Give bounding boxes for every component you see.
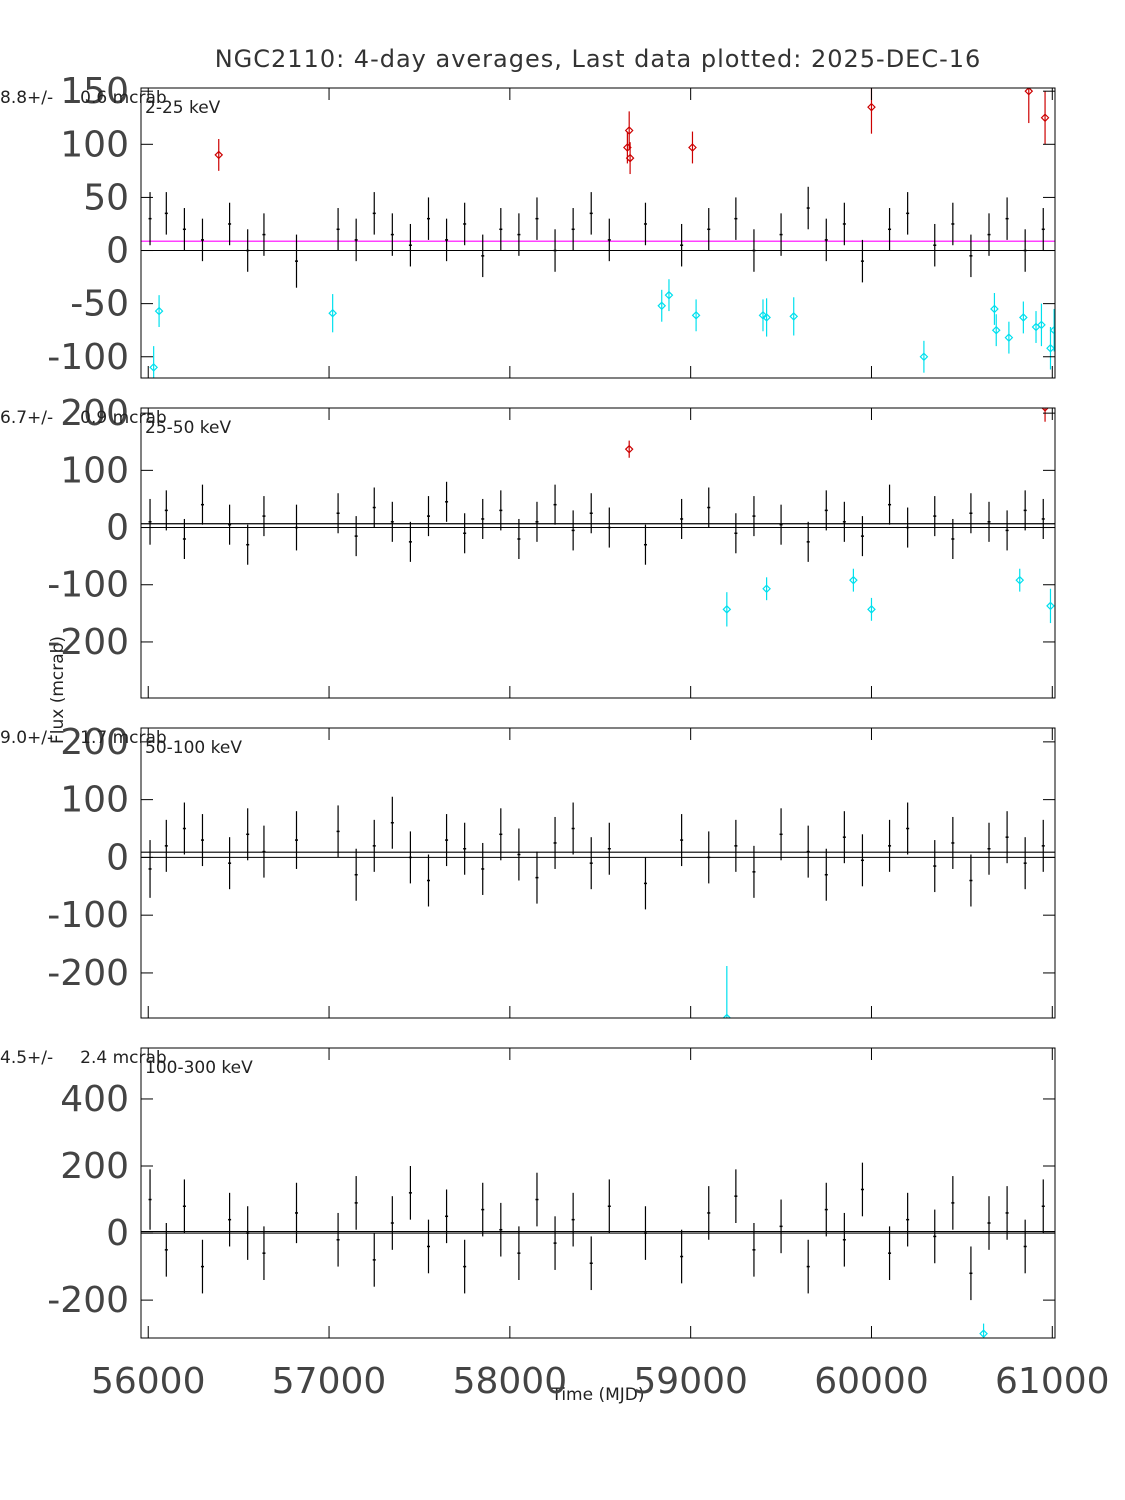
x-axis-label: Time (MJD) (550, 1385, 644, 1405)
point-marker (762, 313, 771, 322)
point-marker (657, 301, 667, 311)
plot-frame (140, 727, 1056, 1019)
x-tick-label: 56000 (91, 1361, 206, 1402)
point-marker (688, 143, 697, 152)
x-tick-label: 60000 (814, 1361, 929, 1402)
x-tick-label: 59000 (633, 1361, 748, 1402)
point-marker (991, 325, 1001, 335)
y-tick-label: 100 (60, 450, 129, 491)
point-marker (691, 310, 701, 320)
point-marker (624, 444, 634, 454)
point-marker (789, 312, 799, 321)
point-marker (867, 604, 876, 614)
point-marker (1015, 575, 1025, 585)
y-tick-label: 100 (60, 124, 129, 165)
stats-label: 9.0+/- 1.7 mcrab (0, 728, 167, 748)
y-tick-label: 0 (106, 837, 129, 878)
plot-frame (140, 87, 1056, 379)
point-marker (849, 575, 858, 585)
point-marker (758, 310, 768, 320)
point-marker (1037, 320, 1046, 330)
y-axis-label: Flux (mcrab) (48, 636, 68, 744)
point-marker (979, 1329, 988, 1338)
y-tick-label: 0 (106, 231, 129, 272)
y-tick-label: 0 (106, 1213, 129, 1254)
x-tick-label: 57000 (272, 1361, 387, 1402)
plot-area (141, 1162, 1055, 1338)
y-tick-label: 200 (60, 393, 129, 434)
point-marker (1046, 343, 1055, 353)
point-marker (1041, 408, 1049, 412)
point-marker (722, 604, 732, 614)
point-marker (867, 102, 876, 112)
point-marker (1046, 601, 1055, 611)
plot-area (141, 796, 1055, 1018)
y-tick-label: 200 (60, 1146, 129, 1187)
point-marker (1049, 325, 1055, 335)
point-marker (1040, 113, 1050, 123)
plot-area (141, 88, 1055, 378)
point-marker (1019, 313, 1028, 322)
y-tick-label: -100 (47, 337, 129, 378)
plot-frame (140, 1047, 1056, 1339)
y-tick-label: -100 (47, 565, 129, 606)
point-marker (919, 352, 929, 362)
y-tick-label: -100 (47, 895, 129, 936)
point-marker (990, 304, 999, 314)
plot-frame (140, 407, 1056, 699)
stats-label: 8.8+/- 0.6 mcrab (0, 88, 167, 108)
chart-title: NGC2110: 4-day averages, Last data plott… (215, 45, 982, 73)
point-marker (149, 363, 159, 372)
point-marker (625, 153, 635, 163)
y-tick-label: 0 (106, 508, 129, 549)
point-marker (762, 584, 771, 594)
energy-label: 100-300 keV (145, 1058, 253, 1078)
point-marker (624, 126, 634, 135)
stats-label: 6.7+/- 0.9 mcrab (0, 408, 167, 428)
y-tick-label: -200 (47, 622, 129, 663)
energy-label: 25-50 keV (145, 418, 231, 438)
point-marker (154, 306, 164, 316)
energy-label: 2-25 keV (145, 98, 221, 118)
y-tick-label: 200 (60, 722, 129, 763)
point-marker (722, 1013, 732, 1018)
point-marker (214, 150, 224, 160)
y-tick-label: 100 (60, 780, 129, 821)
y-tick-label: 400 (60, 1079, 129, 1120)
y-tick-label: -200 (47, 953, 129, 994)
y-tick-label: 150 (60, 71, 129, 112)
point-marker (1004, 333, 1014, 342)
y-tick-label: -200 (47, 1280, 129, 1321)
x-tick-label: 58000 (453, 1361, 568, 1402)
y-tick-label: -50 (70, 284, 129, 325)
point-marker (1024, 88, 1034, 96)
point-marker (664, 290, 674, 300)
point-marker (328, 308, 338, 318)
x-tick-label: 61000 (995, 1361, 1110, 1402)
y-tick-label: 50 (83, 177, 129, 218)
stats-label: 4.5+/- 2.4 mcrab (0, 1048, 167, 1068)
energy-label: 50-100 keV (145, 738, 242, 758)
plot-area (141, 408, 1055, 627)
